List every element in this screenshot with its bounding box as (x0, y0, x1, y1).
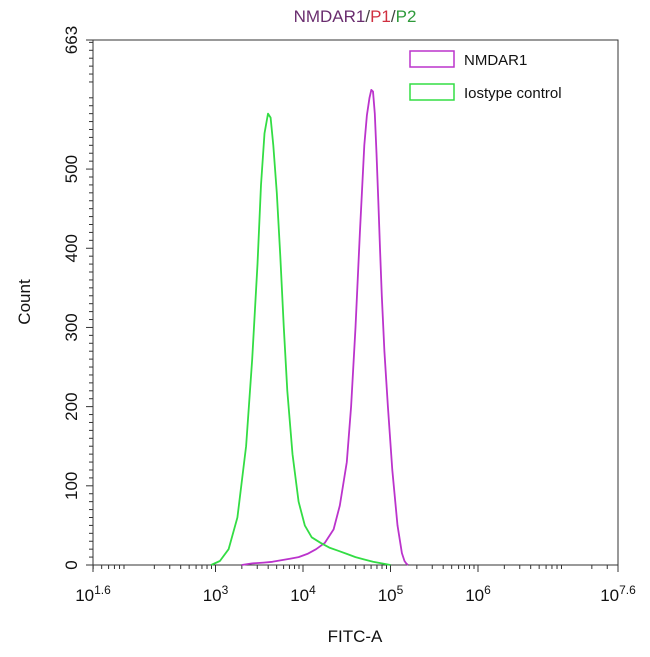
x-tick-label: 103 (203, 583, 229, 605)
y-tick-label: 500 (62, 155, 81, 183)
series-line-isotype-control (210, 112, 391, 566)
y-tick-label: 100 (62, 472, 81, 500)
chart-title: NMDAR1/P1/P2 (294, 7, 417, 26)
x-tick-label: 104 (290, 583, 316, 605)
x-axis-title: FITC-A (328, 627, 383, 646)
x-tick-label: 105 (378, 583, 404, 605)
y-axis-ticks: 0 100 200 300 400 500 663 (62, 26, 93, 570)
title-part: / (391, 7, 396, 26)
legend: NMDAR1 Iostype control (409, 50, 562, 102)
x-tick-exponent: 6 (484, 583, 491, 597)
title-part: NMDAR1 (294, 7, 366, 26)
x-tick-base: 10 (600, 586, 619, 605)
x-tick-base: 10 (75, 586, 94, 605)
x-tick-base: 10 (203, 586, 222, 605)
x-tick-base: 10 (465, 586, 484, 605)
y-tick-label: 0 (62, 560, 81, 569)
legend-label: NMDAR1 (464, 52, 527, 69)
x-tick-exponent: 7.6 (619, 583, 636, 597)
x-tick-base: 10 (290, 586, 309, 605)
x-tick-label: 107.6 (600, 583, 636, 605)
y-axis-title: Count (15, 279, 34, 325)
title-part: / (365, 7, 370, 26)
x-tick-label: 106 (465, 583, 491, 605)
series-line-nmdar1 (241, 89, 409, 566)
x-tick-exponent: 3 (222, 583, 229, 597)
y-tick-label: 200 (62, 392, 81, 420)
x-tick-exponent: 1.6 (94, 583, 111, 597)
title-part: P1 (370, 7, 391, 26)
y-tick-label: 300 (62, 313, 81, 341)
title-part: P2 (396, 7, 417, 26)
y-tick-label: 400 (62, 234, 81, 262)
legend-swatch (409, 50, 455, 68)
y-tick-label: 663 (62, 26, 81, 54)
plot-area (92, 39, 619, 566)
series-layer (210, 89, 409, 566)
x-tick-base: 10 (378, 586, 397, 605)
x-tick-label: 101.6 (75, 583, 111, 605)
legend-label: Iostype control (464, 85, 562, 102)
plot-border (92, 39, 619, 566)
x-axis-ticks: 101.6 103 104 105 106 107.6 (75, 565, 636, 605)
x-tick-exponent: 4 (309, 583, 316, 597)
x-tick-exponent: 5 (397, 583, 404, 597)
legend-swatch (409, 83, 455, 101)
